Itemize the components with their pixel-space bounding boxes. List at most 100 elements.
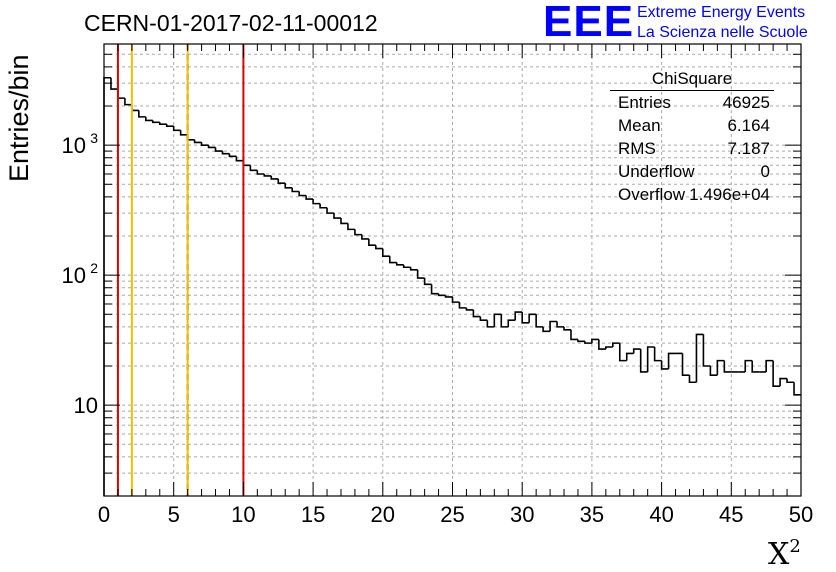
stats-label: Overflow <box>618 185 686 204</box>
histogram-bin <box>605 346 613 350</box>
histogram-bin <box>200 142 209 146</box>
y-tick-exponent: 3 <box>90 130 98 146</box>
histogram-bin <box>681 353 690 376</box>
histogram-bin <box>646 346 655 372</box>
histogram-bin <box>277 178 286 184</box>
histogram-bin <box>786 378 795 384</box>
histogram-bin <box>354 229 362 236</box>
stats-box: ChiSquare Entries 46925 Mean 6.164 RMS 7… <box>610 68 774 206</box>
histogram-bin <box>535 314 544 328</box>
histogram-bin <box>744 359 753 372</box>
x-tick-label: 0 <box>98 502 110 527</box>
logo-subtitle-line2: La Scienza nelle Scuole <box>637 24 808 41</box>
cut-lines <box>116 44 245 496</box>
y-tick-label: 10 <box>62 133 86 158</box>
histogram-bin <box>375 245 383 250</box>
histogram-bin <box>772 360 781 387</box>
stats-value: 46925 <box>722 93 770 112</box>
histogram-bin <box>124 98 132 106</box>
histogram-bin <box>667 352 676 369</box>
x-axis-label-superscript: 2 <box>789 536 801 557</box>
x-tick-label: 10 <box>231 502 255 527</box>
stats-label: Underflow <box>618 162 695 181</box>
histogram-bin <box>688 375 697 384</box>
y-axis-label: Entries/bin <box>4 54 34 182</box>
histogram-bin <box>493 313 502 327</box>
histogram-bin <box>591 338 599 344</box>
histogram-bin <box>110 77 118 90</box>
histogram-bin <box>381 248 390 257</box>
histogram-bin <box>549 320 558 332</box>
histogram-bin <box>430 284 439 295</box>
histogram-bin <box>221 151 230 155</box>
histogram-bin <box>479 316 488 322</box>
histogram-bin <box>207 145 216 149</box>
stats-value: 7.187 <box>727 139 770 158</box>
histogram-bin <box>326 207 335 214</box>
stats-label: Mean <box>618 116 661 135</box>
histogram-bin <box>249 165 258 172</box>
histogram-bin <box>291 187 300 193</box>
x-tick-label: 20 <box>371 502 395 527</box>
y-tick-exponent: 2 <box>90 260 98 276</box>
histogram-bin <box>388 256 397 264</box>
histogram-bin <box>145 116 153 122</box>
x-tick-label: 40 <box>649 502 673 527</box>
eee-logo: EEE <box>543 0 635 46</box>
histogram-bin <box>361 234 369 240</box>
x-tick-label: 35 <box>580 502 604 527</box>
histogram-bin <box>563 326 571 331</box>
histogram-bin <box>577 339 585 343</box>
histogram-bin <box>158 122 167 125</box>
histogram-bin <box>542 326 551 333</box>
x-tick-label: 15 <box>301 502 325 527</box>
histogram-bin <box>416 269 425 279</box>
histogram-bin <box>319 203 328 209</box>
histogram-bin <box>779 377 788 387</box>
histogram-bin <box>138 110 146 118</box>
histogram-bin <box>618 343 627 362</box>
histogram-bin <box>632 348 641 354</box>
x-tick-label: 30 <box>510 502 534 527</box>
x-tick-label: 45 <box>719 502 743 527</box>
histogram-bin <box>402 264 411 269</box>
stats-title: ChiSquare <box>610 68 774 91</box>
grid-lines <box>104 44 801 496</box>
histogram-bin <box>612 342 620 348</box>
histogram-bin <box>465 307 474 311</box>
histogram-bin <box>653 347 662 362</box>
histogram-bin <box>793 382 801 396</box>
x-tick-label: 5 <box>168 502 180 527</box>
histogram-bin <box>765 359 774 372</box>
histogram-bin <box>131 104 139 112</box>
histogram-bin <box>486 320 495 328</box>
histogram-bin <box>172 126 181 132</box>
histogram-bin <box>751 360 760 373</box>
histogram-bin <box>514 311 523 321</box>
histogram-bin <box>660 360 669 370</box>
stats-value: 6.164 <box>727 116 770 135</box>
histogram-bin <box>270 175 279 180</box>
histogram-bin <box>298 191 307 197</box>
histogram-bin <box>368 238 376 246</box>
histogram-bin <box>214 147 223 152</box>
histogram-bin <box>695 333 704 383</box>
histogram-bin <box>598 339 606 350</box>
histogram-bin <box>103 76 111 496</box>
stats-row-underflow: Underflow 0 <box>610 160 774 183</box>
stats-label: Entries <box>618 93 671 112</box>
histogram-bin <box>423 278 432 286</box>
histogram-bin <box>165 124 174 127</box>
histogram-bin <box>702 334 711 367</box>
histogram-bin <box>235 156 244 162</box>
histogram-bin <box>444 295 453 298</box>
histogram-bin <box>716 359 725 376</box>
histogram-bin <box>500 314 509 328</box>
histogram-bin <box>458 302 467 309</box>
histogram-bin <box>242 160 251 167</box>
histogram-bin <box>284 183 293 189</box>
histogram-bin <box>472 309 481 318</box>
histogram-bin <box>347 223 355 231</box>
histogram-bin <box>451 296 460 303</box>
